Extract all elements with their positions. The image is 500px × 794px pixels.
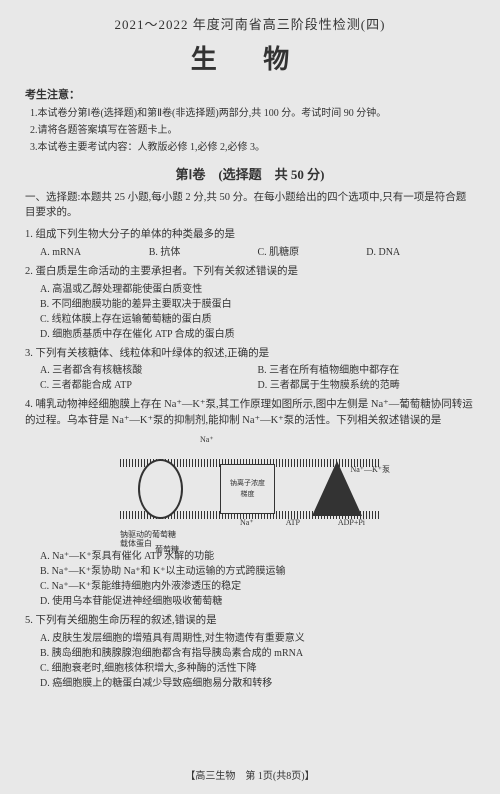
page-footer: 【高三生物 第 1页(共8页)】: [0, 769, 500, 784]
section-title: 第Ⅰ卷 (选择题 共 50 分): [25, 165, 475, 185]
option: C. 细胞衰老时,细胞核体积增大,多种酶的活性下降: [25, 661, 475, 676]
question-text: 2. 蛋白质是生命活动的主要承担者。下列有关叙述错误的是: [25, 264, 475, 280]
option: C. Na⁺—K⁺泵能维持细胞内外液渗透压的稳定: [25, 579, 475, 594]
option: A. 皮肤生发层细胞的增殖具有周期性,对生物遗传有重要意义: [25, 631, 475, 646]
biology-diagram: 钠离子浓度 梯度 Na⁺ K⁺ Na⁺—K⁺泵 Na⁺ ATP ADP+Pi 钠…: [120, 434, 380, 544]
question-1: 1. 组成下列生物大分子的单体的种类最多的是 A. mRNA B. 抗体 C. …: [25, 227, 475, 260]
gradient-label: 梯度: [221, 489, 274, 500]
year-title: 2021～2022 年度河南省高三阶段性检测(四): [25, 15, 475, 35]
question-2: 2. 蛋白质是生命活动的主要承担者。下列有关叙述错误的是 A. 高温或乙醇处理都…: [25, 264, 475, 342]
notice-item: 2.请将各题答案填写在答题卡上。: [25, 123, 475, 138]
notice-list: 1.本试卷分第Ⅰ卷(选择题)和第Ⅱ卷(非选择题)两部分,共 100 分。考试时间…: [25, 106, 475, 155]
option: D. DNA: [366, 245, 475, 260]
atp-label: ATP: [286, 517, 300, 529]
question-text: 5. 下列有关细胞生命历程的叙述,错误的是: [25, 613, 475, 629]
na-out-label: Na⁺: [240, 517, 254, 529]
option: A. 高温或乙醇处理都能使蛋白质变性: [25, 282, 475, 297]
na-k-pump: [312, 461, 362, 516]
option: B. 不同细胞膜功能的差异主要取决于膜蛋白: [25, 297, 475, 312]
option: B. Na⁺—K⁺泵协助 Na⁺和 K⁺以主动运输的方式跨膜运输: [25, 564, 475, 579]
option: C. 线粒体膜上存在运输葡萄糖的蛋白质: [25, 312, 475, 327]
option: A. 三者都含有核糖核酸: [40, 363, 258, 378]
gradient-box: 钠离子浓度 梯度: [220, 464, 275, 514]
option: B. 抗体: [149, 245, 258, 260]
option: B. 胰岛细胞和胰腺腺泡细胞都含有指导胰岛素合成的 mRNA: [25, 646, 475, 661]
option: C. 肌糖原: [258, 245, 367, 260]
option: D. 使用乌本苷能促进神经细胞吸收葡萄糖: [25, 594, 475, 609]
question-5: 5. 下列有关细胞生命历程的叙述,错误的是 A. 皮肤生发层细胞的增殖具有周期性…: [25, 613, 475, 691]
adp-label: ADP+Pi: [338, 517, 365, 529]
option: A. Na⁺—K⁺泵具有催化 ATP 水解的功能: [25, 549, 475, 564]
gradient-label: 钠离子浓度: [221, 478, 274, 489]
option: C. 三者都能合成 ATP: [40, 378, 258, 393]
option: D. 癌细胞膜上的糖蛋白减少导致癌细胞易分散和转移: [25, 676, 475, 691]
section-instruction: 一、选择题:本题共 25 小题,每小题 2 分,共 50 分。在每小题给出的四个…: [25, 190, 475, 222]
option: A. mRNA: [40, 245, 149, 260]
question-options: A. 三者都含有核糖核酸 B. 三者在所有植物细胞中都存在 C. 三者都能合成 …: [25, 363, 475, 393]
na-label: Na⁺: [200, 434, 214, 446]
question-text: 3. 下列有关核糖体、线粒体和叶绿体的叙述,正确的是: [25, 346, 475, 362]
subject-title: 生 物: [25, 40, 475, 79]
option: B. 三者在所有植物细胞中都存在: [258, 363, 476, 378]
notice-item: 1.本试卷分第Ⅰ卷(选择题)和第Ⅱ卷(非选择题)两部分,共 100 分。考试时间…: [25, 106, 475, 121]
notice-title: 考生注意：: [25, 87, 475, 104]
question-text: 1. 组成下列生物大分子的单体的种类最多的是: [25, 227, 475, 243]
glucose-label: 葡萄糖: [155, 544, 179, 556]
exam-header: 2021～2022 年度河南省高三阶段性检测(四) 生 物: [25, 15, 475, 79]
question-text: 4. 哺乳动物神经细胞膜上存在 Na⁺—K⁺泵,其工作原理如图所示,图中左侧是 …: [25, 397, 475, 429]
option: D. 细胞质基质中存在催化 ATP 合成的蛋白质: [25, 327, 475, 342]
question-4: 4. 哺乳动物神经细胞膜上存在 Na⁺—K⁺泵,其工作原理如图所示,图中左侧是 …: [25, 397, 475, 609]
notice-item: 3.本试卷主要考试内容：人教版必修 1,必修 2,必修 3。: [25, 140, 475, 155]
question-3: 3. 下列有关核糖体、线粒体和叶绿体的叙述,正确的是 A. 三者都含有核糖核酸 …: [25, 346, 475, 394]
question-options: A. mRNA B. 抗体 C. 肌糖原 D. DNA: [25, 245, 475, 260]
glucose-carrier: [138, 459, 183, 519]
option: D. 三者都属于生物膜系统的范畴: [258, 378, 476, 393]
